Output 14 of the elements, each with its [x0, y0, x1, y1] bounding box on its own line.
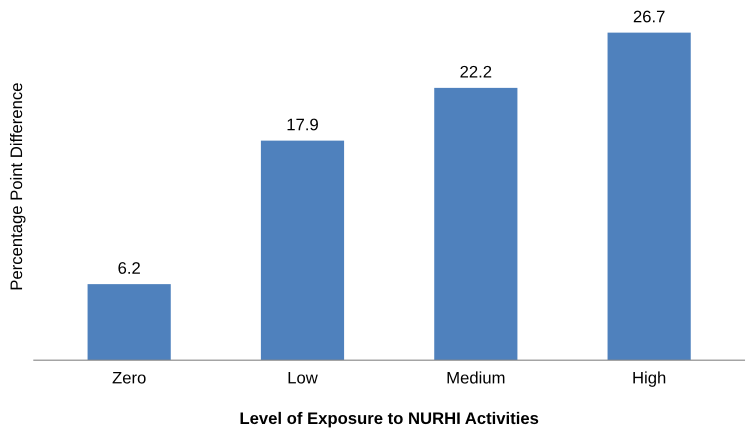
data-label: 17.9 — [288, 118, 318, 130]
x-tick-label: Zero — [112, 372, 146, 384]
x-tick-label: High — [633, 371, 666, 387]
x-axis-title: Level of Exposure to NURHI Activities — [240, 412, 538, 428]
data-label: 6.2 — [118, 262, 140, 274]
bar — [608, 32, 691, 360]
bar — [434, 88, 518, 360]
x-tick-label: Low — [288, 372, 318, 384]
data-label: 26.7 — [634, 10, 665, 22]
x-tick-label: Medium — [448, 371, 504, 384]
bar — [260, 140, 344, 360]
y-axis-title: Percentage Point Difference — [10, 83, 26, 290]
bar — [88, 284, 171, 360]
data-label: 22.2 — [460, 66, 492, 78]
